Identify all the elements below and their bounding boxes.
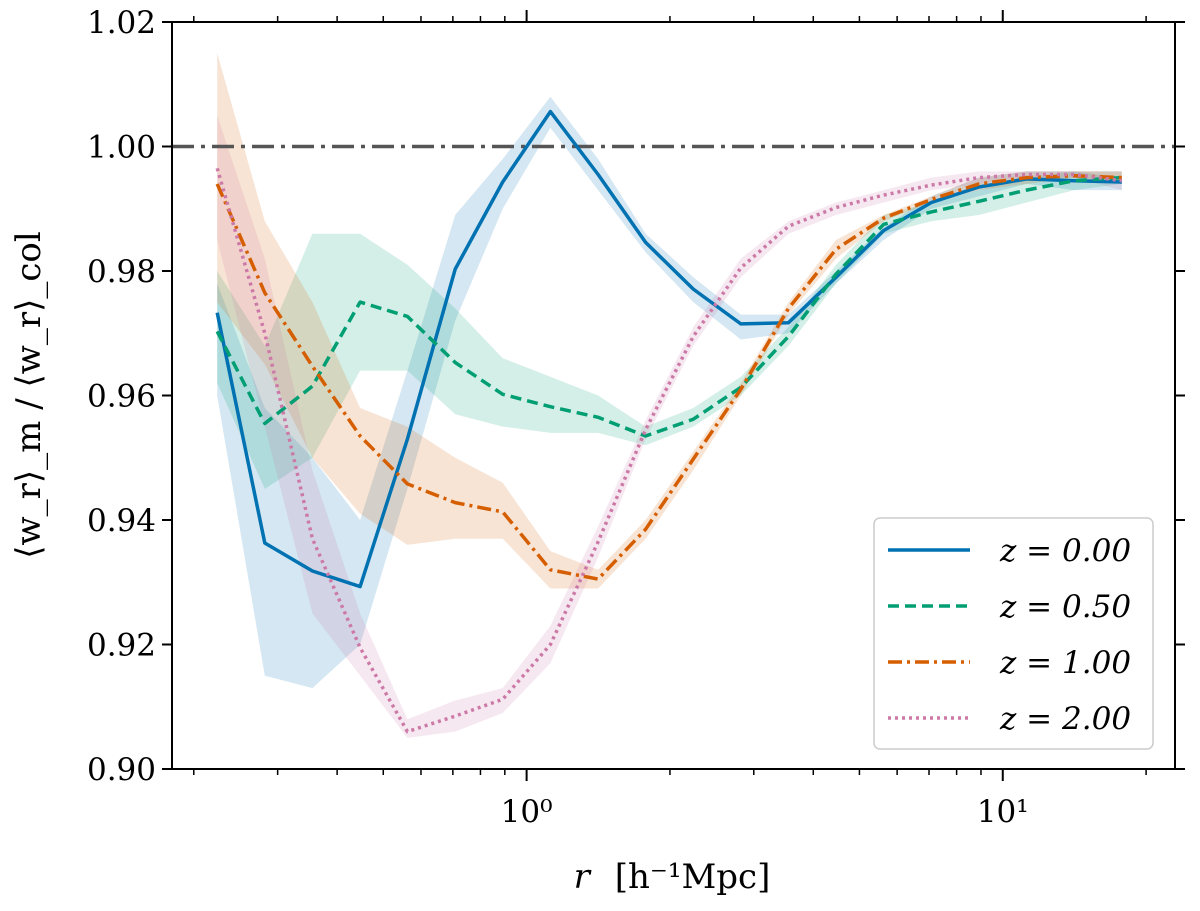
series-lines xyxy=(215,109,1123,734)
band-series-1 xyxy=(217,171,1122,489)
y-tick-label-5: 1.00 xyxy=(87,130,156,166)
y-tick-label-4: 0.98 xyxy=(87,254,156,290)
band-series-0 xyxy=(217,96,1122,689)
x-axis-label: r [h⁻¹Mpc] xyxy=(574,857,771,897)
legend-label-1: z = 0.50 xyxy=(999,589,1131,625)
legend-label-3: z = 2.00 xyxy=(999,701,1131,737)
x-tick-label-1: 10¹ xyxy=(977,794,1029,830)
legend-label-2: z = 1.00 xyxy=(999,645,1131,681)
legend: z = 0.00 z = 0.50 z = 1.00 z = 2.00 xyxy=(873,517,1154,750)
y-tick-label-0: 0.90 xyxy=(87,752,156,788)
series-line-2 xyxy=(215,174,1122,581)
x-axis-ticks: 10⁰ 10¹ xyxy=(193,10,1147,830)
legend-box xyxy=(873,517,1154,750)
y-tick-label-2: 0.94 xyxy=(87,503,156,539)
x-axis-unit: [h⁻¹Mpc] xyxy=(615,857,771,897)
confidence-bands xyxy=(217,53,1122,738)
y-tick-label-6: 1.02 xyxy=(87,5,156,41)
series-line-0 xyxy=(215,109,1122,589)
y-tick-label-1: 0.92 xyxy=(87,628,156,664)
y-axis-label: ⟨w_r⟩_m / ⟨w_r⟩_col xyxy=(9,231,49,558)
y-axis-ticks: 0.90 0.92 0.94 0.96 0.98 1.00 1.02 xyxy=(87,5,1185,788)
legend-label-0: z = 0.00 xyxy=(999,533,1131,569)
series-line-3 xyxy=(215,167,1123,734)
x-tick-label-0: 10⁰ xyxy=(501,794,553,830)
y-tick-label-3: 0.96 xyxy=(87,379,156,415)
band-series-2 xyxy=(217,53,1122,589)
x-axis-variable: r xyxy=(574,857,592,897)
